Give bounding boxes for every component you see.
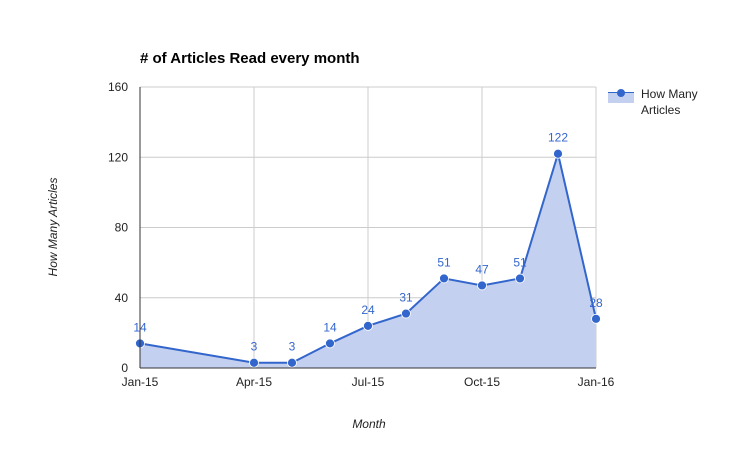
x-tick-label: Jan-15 (122, 375, 159, 389)
legend-series-fill (608, 93, 634, 103)
data-point (553, 148, 563, 159)
data-point (439, 273, 449, 284)
y-tick-label: 80 (115, 221, 129, 235)
data-label: 14 (323, 320, 337, 334)
area-layer (140, 153, 596, 368)
data-point (401, 308, 411, 319)
data-label: 31 (399, 291, 413, 305)
data-point (591, 313, 601, 324)
y-axis-title: How Many Articles (46, 178, 60, 277)
data-point (477, 280, 487, 291)
data-point (287, 357, 297, 368)
data-point (515, 273, 525, 284)
data-label: 24 (361, 303, 375, 317)
data-label: 3 (289, 340, 296, 354)
axis-layer: 0 40 80 120 160 Jan-15 Apr-15 Jul-15 Oct-15 Jan-1… (108, 80, 615, 389)
data-label: 51 (513, 255, 527, 269)
legend: How Many Articles (608, 87, 698, 117)
points-layer (135, 148, 601, 368)
y-tick-label: 120 (108, 150, 128, 164)
legend-label: Articles (641, 103, 680, 117)
chart-title: # of Articles Read every month (140, 50, 360, 67)
data-point (249, 357, 259, 368)
legend-label: How Many (641, 87, 698, 101)
data-point (363, 320, 373, 331)
x-tick-label: Jan-16 (578, 375, 615, 389)
data-label: 51 (437, 255, 451, 269)
data-point (325, 338, 335, 349)
series-area (140, 153, 596, 368)
data-label: 122 (548, 131, 568, 145)
data-label: 3 (251, 340, 258, 354)
x-tick-label: Jul-15 (352, 375, 385, 389)
x-tick-label: Apr-15 (236, 375, 272, 389)
y-tick-label: 40 (115, 291, 129, 305)
data-label: 28 (589, 296, 603, 310)
data-label: 47 (475, 262, 489, 276)
x-tick-label: Oct-15 (464, 375, 500, 389)
x-axis-title: Month (352, 417, 386, 431)
y-tick-label: 160 (108, 80, 128, 94)
y-tick-label: 0 (121, 361, 128, 375)
legend-series-marker (617, 89, 625, 97)
